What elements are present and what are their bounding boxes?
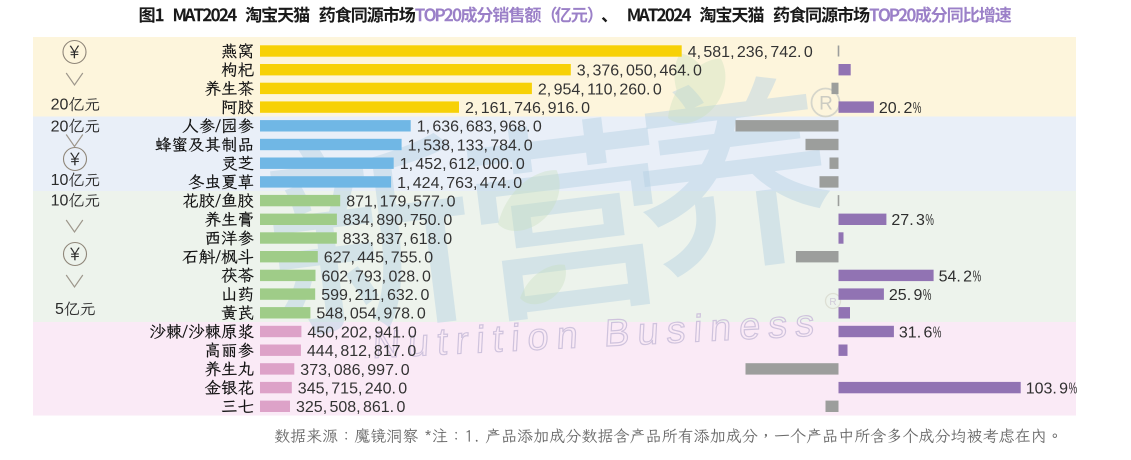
- svg-text:2, 954, 110, 260. 0: 2, 954, 110, 260. 0: [538, 81, 662, 98]
- svg-text:1, 452, 612, 000. 0: 1, 452, 612, 000. 0: [400, 156, 525, 173]
- svg-text:10: 10: [51, 193, 69, 210]
- svg-text:871, 179, 577. 0: 871, 179, 577. 0: [346, 194, 455, 211]
- svg-text:20: 20: [51, 118, 69, 135]
- svg-text:103. 9: 103. 9: [1026, 381, 1068, 398]
- svg-text:1, 636, 683, 968. 0: 1, 636, 683, 968. 0: [417, 119, 542, 136]
- svg-text:31. 6: 31. 6: [899, 324, 933, 341]
- svg-text:5: 5: [55, 301, 64, 318]
- svg-text:4, 581, 236, 742. 0: 4, 581, 236, 742. 0: [688, 44, 813, 61]
- svg-text:1, 424, 763, 474. 0: 1, 424, 763, 474. 0: [397, 175, 522, 192]
- svg-text:%: %: [1069, 379, 1078, 397]
- svg-text:833, 837, 618. 0: 833, 837, 618. 0: [343, 231, 452, 248]
- svg-text:450, 202, 941. 0: 450, 202, 941. 0: [307, 324, 416, 341]
- svg-text:2, 161, 746, 916. 0: 2, 161, 746, 916. 0: [465, 100, 590, 117]
- svg-text:325, 508, 861. 0: 325, 508, 861. 0: [296, 399, 405, 416]
- svg-text:345, 715, 240. 0: 345, 715, 240. 0: [298, 381, 407, 398]
- svg-text:548, 054, 978. 0: 548, 054, 978. 0: [316, 306, 425, 323]
- svg-text:%: %: [913, 99, 922, 117]
- svg-text:%: %: [923, 286, 932, 304]
- svg-text:3, 376, 050, 464. 0: 3, 376, 050, 464. 0: [577, 63, 702, 80]
- svg-text:%: %: [973, 267, 982, 285]
- svg-text:20. 2: 20. 2: [879, 100, 913, 117]
- svg-text:R: R: [829, 297, 836, 308]
- svg-text:602, 793, 028. 0: 602, 793, 028. 0: [322, 268, 431, 285]
- svg-text:R: R: [819, 94, 833, 115]
- svg-text:%: %: [925, 211, 934, 229]
- svg-text:1, 538, 133, 784. 0: 1, 538, 133, 784. 0: [408, 137, 533, 154]
- svg-text:834, 890, 750. 0: 834, 890, 750. 0: [343, 212, 452, 229]
- svg-text:54. 2: 54. 2: [939, 268, 973, 285]
- svg-text:10: 10: [51, 172, 69, 189]
- svg-text:27. 3: 27. 3: [891, 212, 925, 229]
- svg-text:20: 20: [51, 97, 69, 114]
- svg-text:444, 812, 817. 0: 444, 812, 817. 0: [307, 343, 416, 360]
- svg-text:25. 9: 25. 9: [889, 287, 923, 304]
- svg-text:%: %: [933, 323, 942, 341]
- svg-text:627, 445, 755. 0: 627, 445, 755. 0: [324, 250, 433, 267]
- svg-text:599, 211, 632. 0: 599, 211, 632. 0: [321, 287, 429, 304]
- svg-text:373, 086, 997. 0: 373, 086, 997. 0: [300, 362, 409, 379]
